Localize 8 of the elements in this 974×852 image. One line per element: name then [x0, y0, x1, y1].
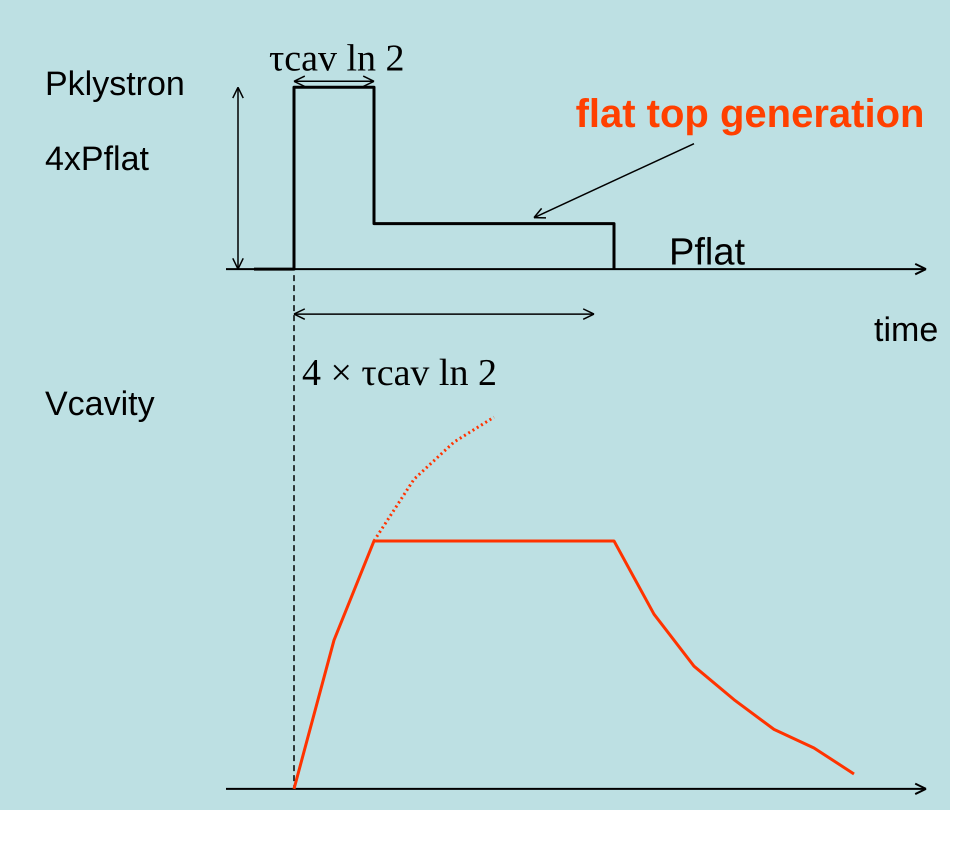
text: 4xPflat	[45, 140, 150, 178]
y-axis-title: Pklystron	[45, 65, 185, 103]
x-axis-title: time	[874, 311, 938, 350]
text: τcav ln 2	[269, 37, 405, 80]
text: 4 × τcav ln 2	[302, 352, 497, 394]
annotation: flat top generation	[576, 92, 924, 136]
y-axis-title: Vcavity	[45, 385, 155, 423]
annotation: Pflat	[669, 232, 746, 274]
